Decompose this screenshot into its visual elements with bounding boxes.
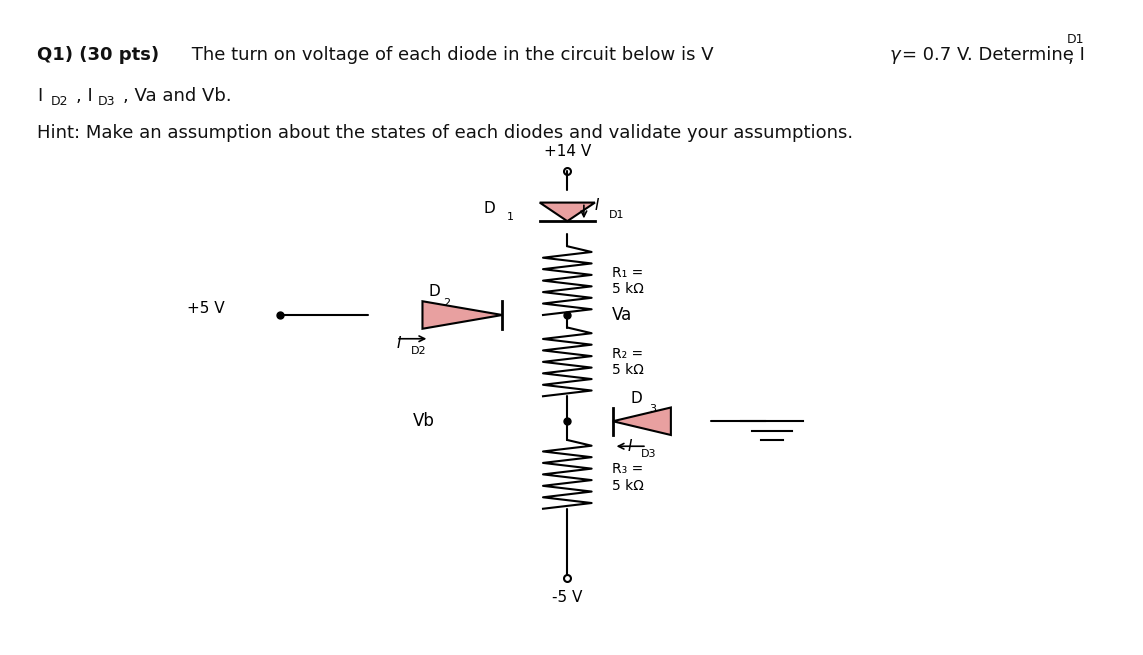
Text: I: I [397, 335, 400, 350]
Text: ,: , [1068, 48, 1073, 66]
Text: D1: D1 [609, 210, 625, 220]
Text: γ: γ [890, 47, 901, 64]
Text: +14 V: +14 V [544, 143, 591, 159]
Text: 2: 2 [443, 297, 450, 307]
Text: +5 V: +5 V [187, 301, 225, 316]
Text: D3: D3 [98, 95, 115, 108]
Text: D2: D2 [410, 346, 426, 356]
Text: , Va and Vb.: , Va and Vb. [123, 87, 232, 105]
Text: 3: 3 [649, 403, 656, 414]
Text: = 0.7 V. Determine I: = 0.7 V. Determine I [902, 47, 1085, 64]
Text: D3: D3 [641, 449, 657, 459]
Text: I: I [596, 198, 599, 213]
Text: Vb: Vb [413, 412, 434, 430]
Text: , I: , I [75, 87, 93, 105]
Text: Q1) (30 pts): Q1) (30 pts) [37, 47, 159, 64]
Text: I: I [628, 439, 632, 454]
Polygon shape [423, 301, 502, 329]
Text: R₁ =
5 kΩ: R₁ = 5 kΩ [612, 265, 644, 295]
Text: R₃ =
5 kΩ: R₃ = 5 kΩ [612, 462, 644, 493]
Text: 1: 1 [507, 212, 514, 222]
Text: D1: D1 [1066, 33, 1084, 47]
Text: D: D [631, 390, 642, 405]
Text: D: D [429, 284, 441, 299]
Text: -5 V: -5 V [552, 590, 583, 605]
Text: Hint: Make an assumption about the states of each diodes and validate your assum: Hint: Make an assumption about the state… [37, 124, 853, 142]
Text: D: D [483, 201, 496, 216]
Text: The turn on voltage of each diode in the circuit below is V: The turn on voltage of each diode in the… [186, 47, 714, 64]
Text: Va: Va [612, 306, 632, 324]
Text: I: I [37, 87, 42, 105]
Polygon shape [613, 407, 671, 435]
Polygon shape [539, 202, 596, 221]
Text: D2: D2 [50, 95, 67, 108]
Text: R₂ =
5 kΩ: R₂ = 5 kΩ [612, 346, 644, 377]
